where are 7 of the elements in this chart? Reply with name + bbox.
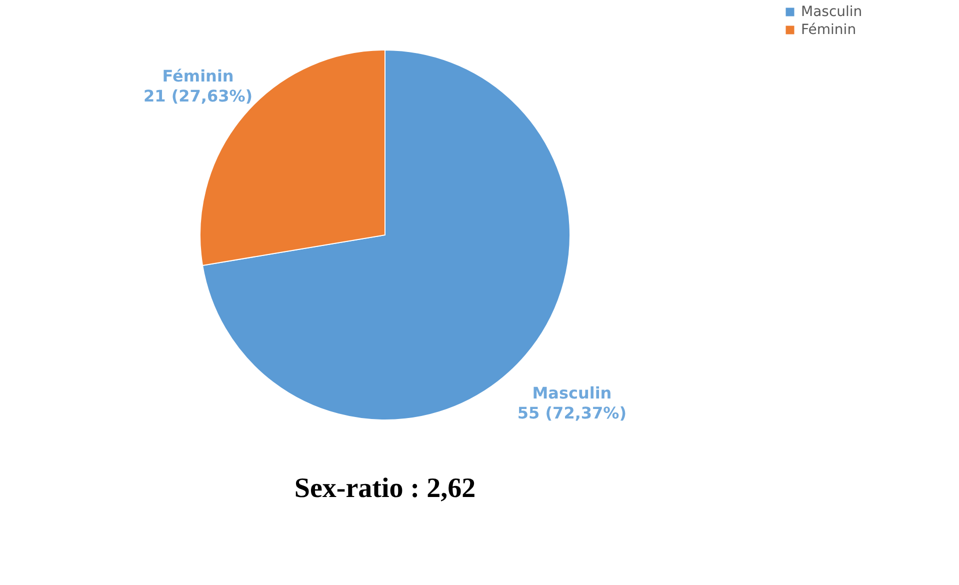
legend-label: Masculin [801, 4, 862, 20]
slice-label: Féminin [162, 66, 234, 86]
legend-label: Féminin [801, 22, 856, 38]
text: Sex-ratio : 2,62 [294, 473, 476, 504]
slice-label: Masculin [532, 383, 612, 402]
data-label: 21 (27,63%) [143, 86, 253, 106]
data-label: 55 (72,37%) [517, 403, 627, 422]
